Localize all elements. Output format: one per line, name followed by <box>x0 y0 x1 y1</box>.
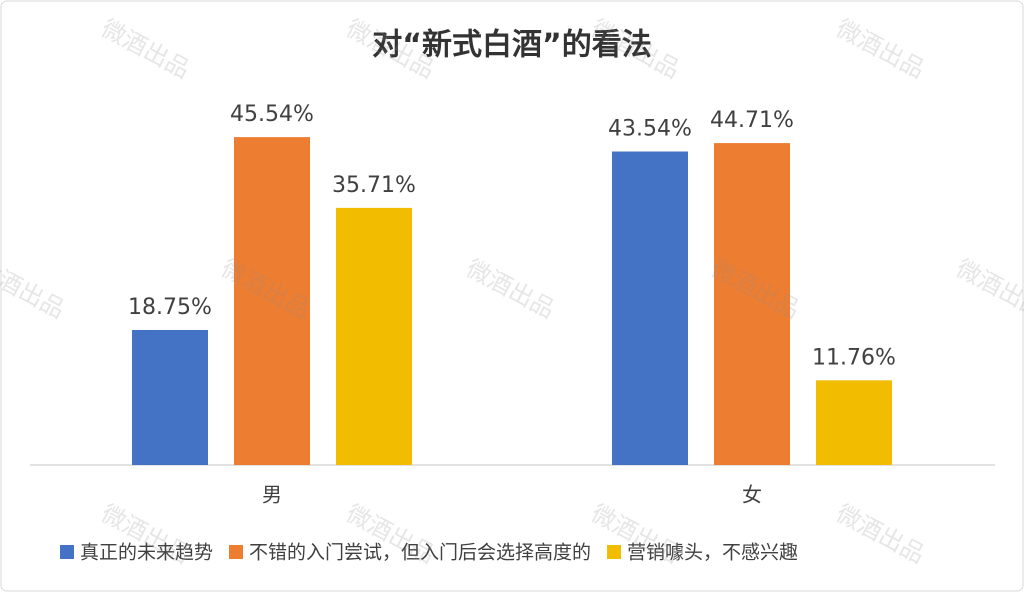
legend-label: 真正的未来趋势 <box>80 542 213 564</box>
legend-label: 营销噱头，不感兴趣 <box>627 542 798 564</box>
bar <box>234 137 310 465</box>
data-label: 11.76% <box>812 345 896 370</box>
x-tick-label: 女 <box>742 483 762 507</box>
chart-title: 对“新式白酒”的看法 <box>372 28 651 63</box>
legend-swatch <box>60 545 74 559</box>
data-label: 35.71% <box>332 173 416 198</box>
data-label: 43.54% <box>608 117 692 142</box>
legend-swatch <box>607 545 622 559</box>
bar <box>714 143 790 465</box>
x-tick-label: 男 <box>262 483 282 507</box>
data-label: 44.71% <box>710 108 794 133</box>
legend-label: 不错的入门尝试，但入门后会选择高度的 <box>249 542 591 564</box>
bar <box>132 330 208 465</box>
bar <box>612 151 688 465</box>
data-label: 45.54% <box>230 102 314 127</box>
data-label: 18.75% <box>128 295 212 320</box>
legend-swatch <box>229 545 244 559</box>
bar <box>816 380 892 465</box>
bar <box>336 207 412 465</box>
